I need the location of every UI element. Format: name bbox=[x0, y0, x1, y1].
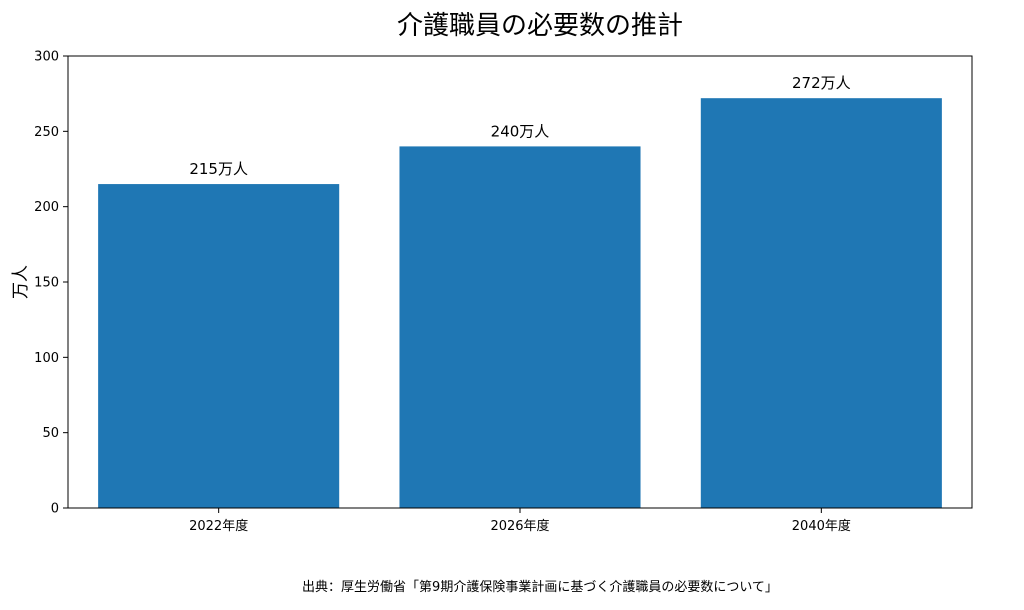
data-labels-group: 215万人 240万人 272万人 bbox=[189, 74, 850, 178]
y-tick-label: 250 bbox=[34, 125, 59, 140]
bar-value-label: 215万人 bbox=[189, 160, 248, 178]
y-tick-label: 50 bbox=[42, 426, 59, 441]
bar-value-label: 240万人 bbox=[491, 122, 550, 140]
y-tick-label: 100 bbox=[34, 351, 59, 366]
plot-frame bbox=[67, 55, 973, 509]
chart-title: 介護職員の必要数の推計 bbox=[397, 11, 683, 41]
bar-1 bbox=[98, 184, 340, 509]
bar-value-label: 272万人 bbox=[792, 74, 851, 92]
source-note: 出典：厚生労働省「第9期介護保険事業計画に基づく介護職員の必要数について」 bbox=[302, 579, 778, 595]
y-tick-label: 0 bbox=[51, 502, 59, 517]
x-tick-label: 2040年度 bbox=[792, 518, 851, 534]
x-axis-ticks: 2022年度 2026年度 2040年度 bbox=[189, 508, 851, 534]
y-axis-label: 万人 bbox=[11, 265, 31, 299]
x-tick-label: 2026年度 bbox=[490, 518, 549, 534]
bar-3 bbox=[700, 98, 942, 508]
x-tick-label: 2022年度 bbox=[189, 518, 248, 534]
bars-group bbox=[98, 98, 942, 509]
y-tick-label: 300 bbox=[34, 50, 59, 65]
y-tick-label: 150 bbox=[34, 276, 59, 291]
bar-2 bbox=[399, 146, 641, 508]
y-axis-ticks: 0 50 100 150 200 250 300 bbox=[34, 50, 68, 517]
y-tick-label: 200 bbox=[34, 200, 59, 215]
